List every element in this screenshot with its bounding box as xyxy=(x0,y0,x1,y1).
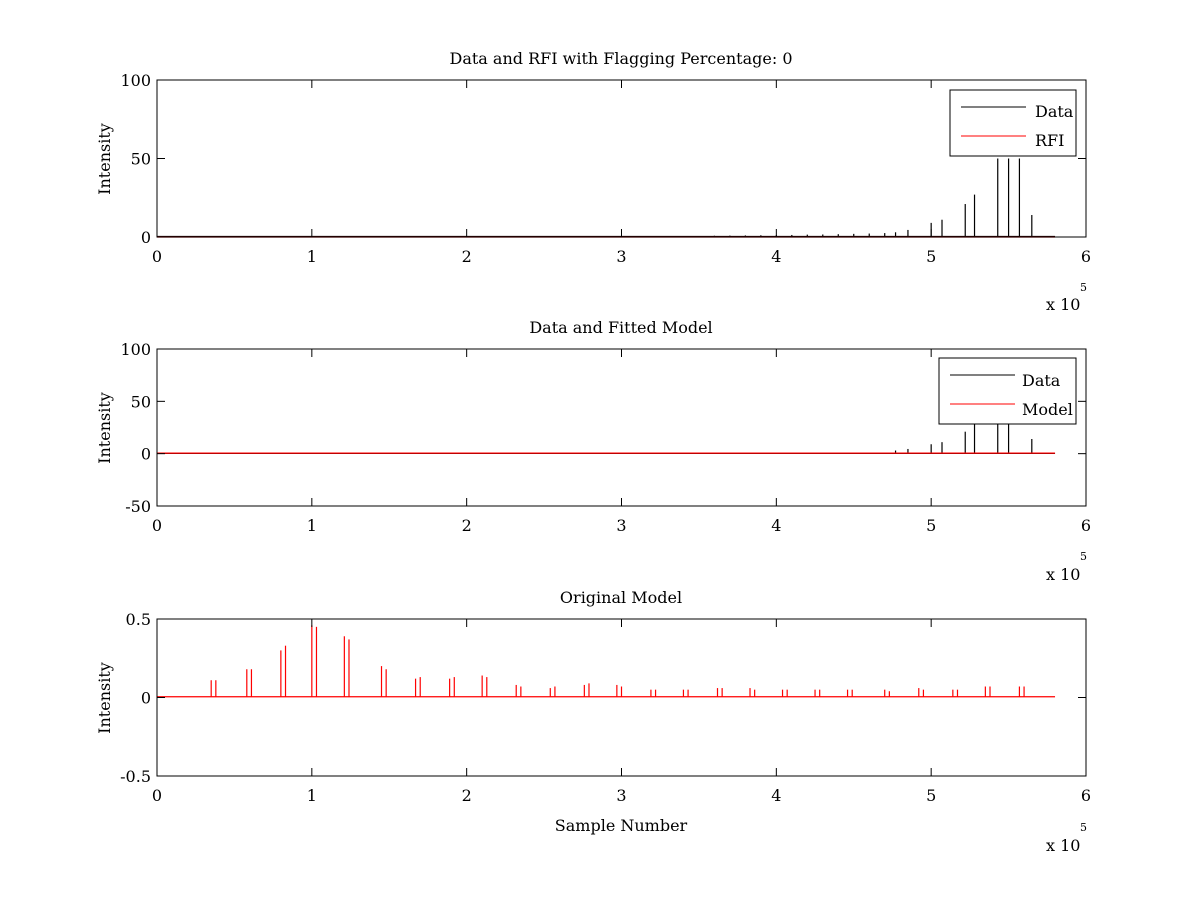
x-tick-label: 4 xyxy=(771,786,781,805)
x-tick-label: 2 xyxy=(462,786,472,805)
x-tick-label: 5 xyxy=(926,786,936,805)
x-tick-label: 4 xyxy=(771,516,781,535)
series-layer xyxy=(157,424,1056,454)
legend-box xyxy=(949,89,1077,157)
legend-label-model: Model xyxy=(1022,400,1073,419)
x-tick-label: 1 xyxy=(307,516,317,535)
y-axis-label: Intensity xyxy=(95,123,114,195)
plot-title: Data and RFI with Flagging Percentage: 0 xyxy=(449,49,792,68)
x-tick-label: 0 xyxy=(152,786,162,805)
plot-title: Data and Fitted Model xyxy=(529,318,712,337)
y-axis-label: Intensity xyxy=(95,392,114,464)
subplot-original-model: Original Model Intensity Sample Number x… xyxy=(95,588,1091,855)
x-tick-label: 6 xyxy=(1081,516,1091,535)
y-tick-label: 50 xyxy=(131,150,151,169)
x-exponent-label: x 10 xyxy=(1046,836,1080,855)
plot-title: Original Model xyxy=(560,588,682,607)
legend-box xyxy=(938,357,1077,425)
legend: Data Model xyxy=(938,357,1077,425)
legend-label-data: Data xyxy=(1035,102,1074,121)
x-tick-label: 5 xyxy=(926,516,936,535)
subplot-data-and-fitted-model: Data and Fitted Model Intensity x 10 5 0… xyxy=(95,318,1091,584)
y-tick-label: -50 xyxy=(125,497,151,516)
x-tick-label: 3 xyxy=(616,786,626,805)
y-tick-label: 0 xyxy=(141,445,151,464)
legend-label-data: Data xyxy=(1022,371,1061,390)
x-tick-label: 2 xyxy=(462,516,472,535)
y-tick-label: 0.5 xyxy=(126,610,151,629)
axes-layer: 0 1 2 3 4 5 6-0.500.5 xyxy=(120,610,1091,805)
x-tick-label: 1 xyxy=(307,247,317,266)
subplot-data-and-rfi: Data and RFI with Flagging Percentage: 0… xyxy=(95,49,1091,314)
legend-label-rfi: RFI xyxy=(1035,131,1064,150)
legend: Data RFI xyxy=(949,89,1077,157)
y-tick-label: 100 xyxy=(120,71,151,90)
y-tick-label: 0 xyxy=(141,689,151,708)
y-tick-label: 50 xyxy=(131,392,151,411)
x-exponent-label: x 10 xyxy=(1046,565,1080,584)
x-tick-label: 5 xyxy=(926,247,936,266)
x-tick-label: 1 xyxy=(307,786,317,805)
x-exponent-power: 5 xyxy=(1080,281,1087,294)
x-axis-label: Sample Number xyxy=(555,816,688,835)
x-tick-label: 6 xyxy=(1081,247,1091,266)
x-exponent-power: 5 xyxy=(1080,821,1087,834)
y-tick-label: -0.5 xyxy=(120,767,151,786)
x-tick-label: 3 xyxy=(616,247,626,266)
x-tick-label: 6 xyxy=(1081,786,1091,805)
x-tick-label: 0 xyxy=(152,516,162,535)
x-tick-label: 0 xyxy=(152,247,162,266)
x-tick-label: 4 xyxy=(771,247,781,266)
axes-layer: 0 1 2 3 4 5 6 0 50 100 xyxy=(120,71,1091,266)
y-tick-label: 0 xyxy=(141,228,151,247)
x-exponent-label: x 10 xyxy=(1046,295,1080,314)
x-exponent-power: 5 xyxy=(1080,550,1087,563)
x-tick-label: 3 xyxy=(616,516,626,535)
y-tick-label: 100 xyxy=(120,340,151,359)
y-axis-label: Intensity xyxy=(95,662,114,734)
series-layer xyxy=(157,625,1056,698)
x-tick-label: 2 xyxy=(462,247,472,266)
